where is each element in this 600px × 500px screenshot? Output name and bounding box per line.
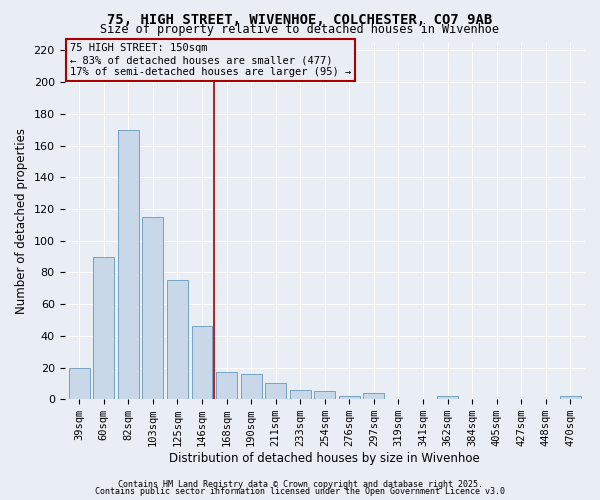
Text: Contains public sector information licensed under the Open Government Licence v3: Contains public sector information licen… [95, 487, 505, 496]
Bar [241, 374, 262, 399]
Bar [364, 393, 384, 399]
Bar [560, 396, 581, 399]
Bar [191, 326, 212, 399]
Bar [339, 396, 360, 399]
Bar [290, 390, 311, 399]
Y-axis label: Number of detached properties: Number of detached properties [15, 128, 28, 314]
Text: Size of property relative to detached houses in Wivenhoe: Size of property relative to detached ho… [101, 22, 499, 36]
Bar [265, 384, 286, 399]
X-axis label: Distribution of detached houses by size in Wivenhoe: Distribution of detached houses by size … [169, 452, 480, 465]
Bar [142, 217, 163, 399]
Text: Contains HM Land Registry data © Crown copyright and database right 2025.: Contains HM Land Registry data © Crown c… [118, 480, 482, 489]
Bar [94, 256, 114, 399]
Bar [314, 392, 335, 399]
Bar [437, 396, 458, 399]
Text: 75, HIGH STREET, WIVENHOE, COLCHESTER, CO7 9AB: 75, HIGH STREET, WIVENHOE, COLCHESTER, C… [107, 12, 493, 26]
Bar [118, 130, 139, 399]
Text: 75 HIGH STREET: 150sqm
← 83% of detached houses are smaller (477)
17% of semi-de: 75 HIGH STREET: 150sqm ← 83% of detached… [70, 44, 351, 76]
Bar [167, 280, 188, 399]
Bar [216, 372, 237, 399]
Bar [69, 368, 89, 399]
